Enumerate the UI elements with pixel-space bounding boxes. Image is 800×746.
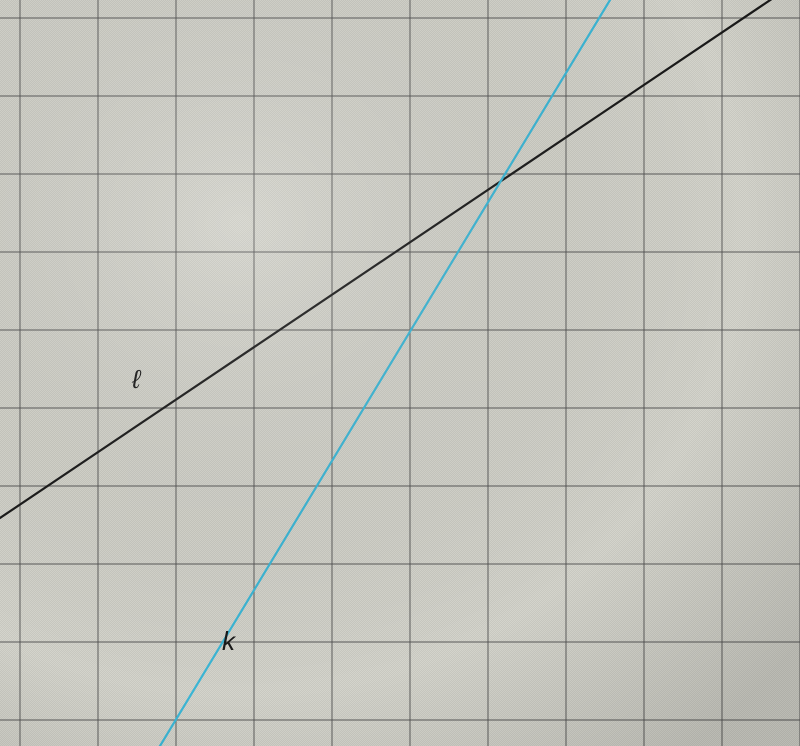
vignette-overlay [0, 0, 800, 746]
graph-grid: ℓk [0, 0, 800, 746]
graph-svg: ℓk [0, 0, 800, 746]
